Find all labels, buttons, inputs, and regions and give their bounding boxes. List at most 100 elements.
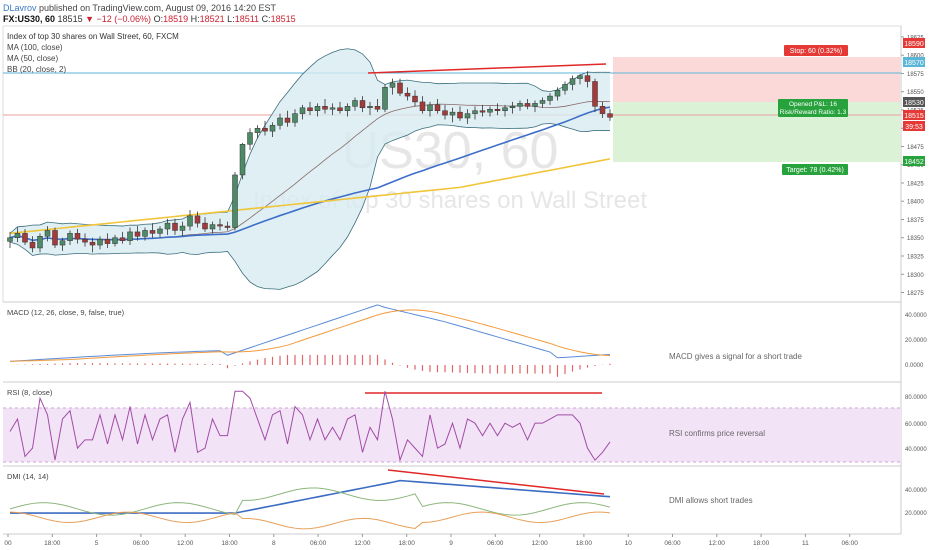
time-tick-label: 18:00	[753, 540, 770, 547]
open-label: O:	[153, 14, 164, 24]
time-tick-label: 8	[272, 540, 276, 547]
candle-body	[67, 233, 73, 241]
time-tick-label: 00	[4, 540, 12, 547]
candle-body	[97, 238, 103, 246]
candle-body	[187, 215, 193, 227]
time-tick-label: 06:00	[133, 540, 150, 547]
bb-upper-line	[9, 48, 611, 234]
candle-body	[52, 230, 58, 246]
time-tick-label: 18:00	[399, 540, 416, 547]
macd-line	[9, 304, 611, 362]
candle-body	[22, 233, 28, 243]
price-tick-label: 18550	[907, 90, 924, 96]
macd-pane	[9, 304, 611, 377]
author-name[interactable]: DLavrov	[3, 3, 37, 13]
price-tag-countdown: 39:53	[903, 121, 925, 131]
candle-body	[427, 104, 433, 111]
candle-body	[247, 132, 253, 145]
candle-body	[539, 100, 546, 104]
last-price: 18515	[57, 14, 83, 24]
rsi-tick-40: 40.0000	[905, 447, 927, 453]
candle-body	[7, 237, 13, 242]
candle-body	[164, 222, 171, 230]
candle-body	[217, 224, 223, 227]
time-axis[interactable]: 00 18:00 5 06:00 12:00 18:00 8 06:00 12:00 18:00 9…	[4, 534, 858, 547]
candle-body	[194, 215, 201, 224]
time-tick-label: 12:00	[531, 540, 548, 547]
candle-body	[59, 240, 66, 246]
macd-note: MACD gives a signal for a short trade	[669, 352, 802, 361]
low-value: 18511	[234, 14, 260, 24]
candle-body	[329, 107, 336, 110]
candle-body	[479, 110, 486, 113]
candle-body	[292, 113, 298, 123]
time-tick-label: 5	[95, 540, 99, 547]
stop-label[interactable]: Stop: 60 (0.32%)	[784, 45, 848, 56]
candles	[7, 71, 613, 253]
candle-body	[434, 104, 441, 111]
candle-body	[382, 87, 388, 110]
target-label[interactable]: Target: 78 (0.42%)	[782, 164, 848, 175]
time-tick-label: 18:00	[221, 540, 238, 547]
header-bar: DLavrov published on TradingView.com, Au…	[0, 0, 932, 30]
di-minus-line	[9, 511, 611, 530]
rsi-title: RSI (8, close)	[7, 388, 53, 397]
candle-body	[397, 82, 403, 94]
close-value: 18515	[270, 14, 296, 24]
candle-body	[412, 95, 418, 103]
candle-body	[89, 241, 96, 246]
di-plus-line	[9, 487, 611, 516]
adx-line	[10, 479, 611, 514]
rsi-tick-80: 80.0000	[905, 395, 927, 401]
candle-body	[464, 113, 471, 119]
candle-body	[584, 75, 591, 82]
time-tick-label: 18:00	[44, 540, 61, 547]
candle-body	[254, 127, 261, 133]
candle-body	[82, 238, 88, 243]
chart-title: Index of top 30 shares on Wall Street, 6…	[7, 32, 179, 41]
svg-text:18570: 18570	[904, 60, 924, 67]
time-tick-label: 9	[449, 540, 453, 547]
candle-body	[157, 228, 163, 234]
price-tick-label: 18375	[907, 218, 924, 224]
candle-body	[547, 95, 553, 101]
candle-body	[494, 108, 501, 111]
svg-text:18590: 18590	[904, 41, 924, 48]
candle-body	[142, 230, 148, 237]
candle-body	[209, 224, 216, 230]
dmi-tick-20: 20.0000	[905, 511, 927, 517]
price-axis[interactable]: 1862518600185751855018525185001847518450…	[901, 35, 924, 297]
dmi-note: DMI allows short trades	[669, 496, 753, 505]
price-tag-entry: 18570	[903, 57, 925, 67]
macd-signal-line	[9, 309, 611, 362]
time-tick-label: 12:00	[354, 540, 371, 547]
svg-text:Opened P&L: 16: Opened P&L: 16	[789, 101, 837, 108]
rsi-line	[9, 390, 611, 462]
candle-body	[14, 233, 21, 238]
ohlc-line: FX:US30, 60 18515 ▼ −12 (−0.06%) O:18519…	[3, 14, 296, 24]
price-tick-label: 18450	[907, 163, 924, 169]
svg-text:18515: 18515	[904, 113, 924, 120]
publish-line: DLavrov published on TradingView.com, Au…	[3, 3, 276, 13]
candle-body	[577, 75, 583, 79]
macd-tick-20: 20.0000	[905, 338, 927, 344]
candle-body	[44, 230, 51, 237]
candle-body	[449, 111, 456, 116]
pnl-label[interactable]: Opened P&L: 16 Risk/Reward Ratio: 1.3	[778, 99, 848, 117]
price-tag-current: 18530	[903, 97, 925, 107]
time-tick-label: 12:00	[709, 540, 726, 547]
high-value: 18521	[199, 14, 225, 24]
rsi-pane	[9, 390, 611, 462]
svg-text:Risk/Reward Ratio: 1.3: Risk/Reward Ratio: 1.3	[780, 109, 847, 116]
price-tick-label: 18350	[907, 236, 924, 242]
candle-body	[367, 106, 373, 109]
stop-zone	[613, 57, 900, 102]
price-tag-last: 18515	[903, 110, 925, 120]
svg-text:18530: 18530	[904, 100, 924, 107]
time-tick-label: 06:00	[664, 540, 681, 547]
open-value: 18519	[163, 14, 189, 24]
symbol-label: FX:US30, 60	[3, 14, 56, 24]
candle-body	[404, 92, 411, 97]
price-tick-label: 18600	[907, 54, 924, 60]
